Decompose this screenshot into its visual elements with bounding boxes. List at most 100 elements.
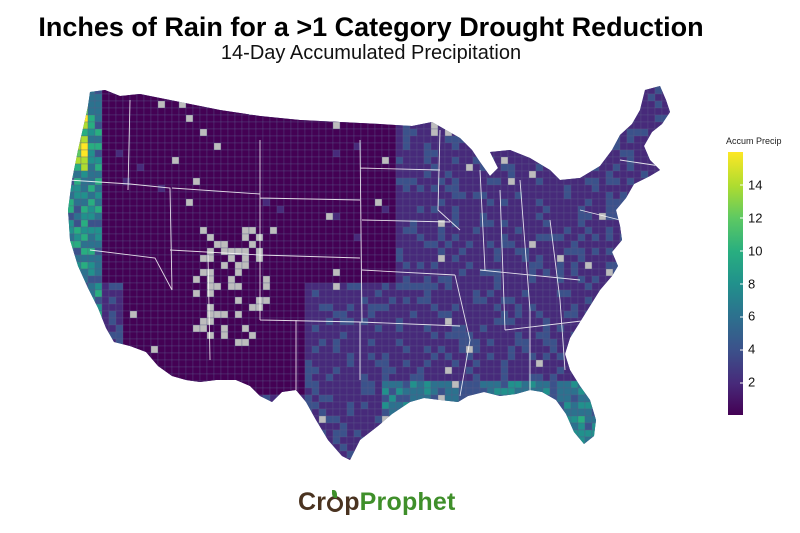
county-cell [570,324,579,333]
county-cell [101,401,110,410]
county-cell [591,226,600,235]
county-cell [654,338,663,347]
county-cell [416,275,425,284]
county-cell [94,324,103,333]
county-cell [185,191,194,200]
county-cell [157,352,166,361]
county-cell [402,86,411,88]
county-cell [619,296,628,305]
county-cell [178,93,187,102]
county-cell [213,310,222,319]
county-cell [605,163,614,172]
county-cell [353,191,362,200]
county-cell [584,135,593,144]
county-cell [94,86,103,95]
county-cell [318,86,327,88]
county-cell [584,114,593,123]
county-cell [479,373,488,382]
county-cell [199,128,208,137]
county-cell [654,415,663,424]
county-cell [129,268,138,277]
county-cell [199,394,208,403]
county-cell [325,352,334,361]
county-cell [199,254,208,263]
county-cell [346,310,355,319]
county-cell [668,401,670,410]
county-cell [185,457,194,460]
county-cell [283,86,292,88]
county-cell [311,170,320,179]
county-cell [206,240,215,249]
county-cell [360,331,369,340]
county-cell [269,366,278,375]
county-cell [654,219,663,228]
county-cell [108,198,117,207]
county-cell [115,282,124,291]
county-cell [584,359,593,368]
county-cell [332,338,341,347]
county-cell [241,275,250,284]
county-cell [115,156,124,165]
county-cell [458,415,467,424]
county-cell [556,107,565,116]
county-cell [556,373,565,382]
county-cell [661,296,670,305]
county-cell [507,226,516,235]
county-cell [676,206,683,213]
county-cell [690,206,697,213]
county-cell [647,205,656,214]
county-cell [325,289,334,298]
county-cell [213,289,222,298]
county-cell [290,296,299,305]
county-cell [683,199,690,206]
county-cell [584,352,593,361]
county-cell [325,303,334,312]
county-cell [458,86,467,88]
county-cell [283,310,292,319]
county-cell [458,93,467,102]
county-cell [199,373,208,382]
county-cell [346,247,355,256]
county-cell [360,135,369,144]
county-cell [213,240,222,249]
county-cell [563,156,572,165]
county-cell [94,359,103,368]
county-cell [199,156,208,165]
county-cell [388,86,397,88]
county-cell [283,261,292,270]
county-cell [150,247,159,256]
county-cell [514,205,523,214]
county-cell [584,86,593,88]
county-cell [68,345,75,354]
county-cell [227,170,236,179]
county-cell [360,373,369,382]
county-cell [409,205,418,214]
county-cell [68,352,75,361]
county-cell [234,226,243,235]
county-cell [690,360,697,367]
county-cell [388,205,397,214]
county-cell [311,373,320,382]
county-cell [676,143,683,150]
county-cell [269,254,278,263]
county-cell [549,233,558,242]
county-cell [661,254,670,263]
county-cell [234,338,243,347]
county-cell [654,387,663,396]
county-cell [199,387,208,396]
county-cell [227,177,236,186]
county-cell [206,345,215,354]
county-cell [683,234,690,241]
county-cell [248,408,257,417]
county-cell [521,408,530,417]
county-cell [332,282,341,291]
county-cell [325,394,334,403]
county-cell [640,198,649,207]
county-cell [612,121,621,130]
county-cell [388,366,397,375]
county-cell [619,289,628,298]
county-cell [683,297,690,304]
county-cell [654,296,663,305]
county-cell [73,331,82,340]
county-cell [164,114,173,123]
